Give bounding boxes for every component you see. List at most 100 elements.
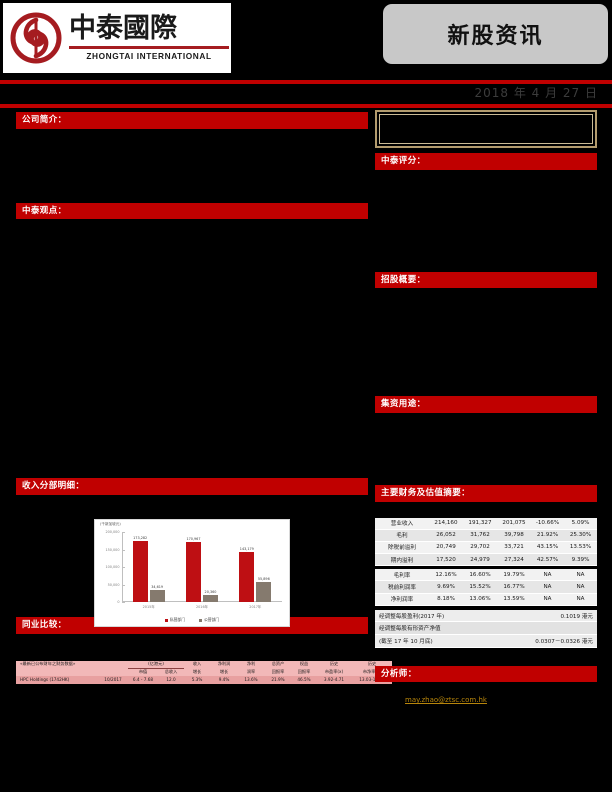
chart-y-tick: 0	[117, 600, 125, 604]
row-value: 15.52%	[463, 580, 497, 594]
chart-unit-note: (千新加坡元)	[100, 522, 121, 526]
chart-bar: 20,360	[202, 590, 218, 602]
date-band	[0, 84, 612, 104]
row-value: 39,798	[497, 529, 531, 542]
row-value: 43.15%	[531, 541, 564, 555]
chart-y-tick: 50,000	[108, 583, 125, 587]
chart-bar-group: 170,967 20,360 2016年	[175, 532, 228, 609]
peer-value: 13.03-14.72	[352, 676, 393, 684]
row-value: 8.18%	[429, 593, 463, 606]
column-subheader	[16, 668, 98, 677]
table-row: 税前利润率 9.69% 15.52% 16.77% NA NA	[375, 580, 597, 594]
column-subheader: 市净率(x)	[352, 668, 393, 677]
row-value: 5.09%	[564, 517, 597, 530]
row-value	[505, 621, 597, 635]
row-value: 16.60%	[463, 569, 497, 582]
row-value: 31,762	[463, 529, 497, 542]
row-value: 13.59%	[497, 593, 531, 606]
section-zhongtai-view-body	[16, 219, 368, 479]
row-value: 0.1019 港元	[505, 609, 597, 623]
column-subheader: 回报率	[292, 668, 317, 677]
chart-bar: 173,282	[132, 536, 148, 602]
column-header: 净利润	[210, 661, 239, 669]
table-row: 毛利 26,052 31,762 39,798 21.92% 25.30%	[375, 529, 597, 542]
chart-plot-area: 0 50,000 100,000 150,000 200,000 173,282 34,6…	[105, 530, 282, 609]
chart-x-tick-label: 2017年	[249, 605, 262, 609]
chart-bar-value-label: 55,896	[257, 577, 270, 582]
analyst-email-link[interactable]: may.zhao@ztsc.com.hk	[405, 696, 487, 705]
peer-value: 10/2017	[98, 676, 129, 684]
table-row: 毛利率 12.16% 16.60% 19.79% NA NA	[375, 569, 597, 582]
section-offering-summary-body	[375, 288, 597, 397]
row-value: 191,327	[463, 517, 497, 530]
section-financial-summary-header: 主要财务及估值摘要：	[375, 484, 597, 502]
chart-bar-value-label: 143,179	[239, 546, 254, 551]
chart-legend-swatch	[199, 618, 202, 622]
zhongtai-circle-logo-icon	[9, 11, 63, 65]
column-subheader: 市盈率(x)	[316, 668, 353, 677]
row-label: (截至 17 年 10 月底)	[375, 634, 505, 648]
chart-bar: 170,967	[185, 537, 201, 602]
row-value: 25.30%	[564, 529, 597, 542]
peer-comparison-table-wrap: «最新已公布财年之财务数据» (亿港元) 收入 净利润 净利 总资产 权益 历史 历史 市值 总收入…	[16, 661, 393, 684]
chart-bar: 143,179	[239, 547, 255, 602]
column-header: 净利	[238, 661, 265, 669]
row-label: 除税前溢利	[375, 541, 429, 555]
peer-value: 12.0	[158, 676, 185, 684]
eps-nav-table: 经调整每股盈利(2017 年) 0.1019 港元 经调整每股有形资产净值 (截至 1…	[375, 609, 597, 648]
table-row: 经调整每股有形资产净值	[375, 621, 597, 635]
table-subheader-row: 市值 总收入 增长 增长 润率 回报率 回报率 市盈率(x) 市净率(x)	[16, 668, 393, 677]
column-header: 历史	[316, 661, 353, 669]
section-use-of-proceeds-body	[375, 412, 597, 485]
analyst-spacer	[375, 648, 597, 666]
column-subheader	[98, 668, 129, 677]
peer-note: «最新已公布财年之财务数据»	[16, 661, 129, 669]
column-subheader: 市值	[128, 668, 159, 677]
section-rating-header: 中泰评分：	[375, 153, 597, 170]
section-company-profile-body	[16, 128, 368, 203]
column-header: (亿港元)	[128, 661, 185, 670]
chart-bar-value-label: 34,619	[151, 584, 164, 589]
brand-name-en: ZHONGTAI INTERNATIONAL	[69, 46, 229, 61]
peer-comparison-table: «最新已公布财年之财务数据» (亿港元) 收入 净利润 净利 总资产 权益 历史 历史 市值 总收入…	[16, 661, 393, 684]
row-label: 税前利润率	[375, 580, 429, 594]
highlight-gold-box-text	[379, 114, 593, 144]
row-value: 13.53%	[564, 541, 597, 555]
row-value: NA	[564, 569, 597, 582]
section-financial-summary-spacer	[375, 501, 597, 518]
row-value: 214,160	[429, 517, 463, 530]
table-header-row: «最新已公布财年之财务数据» (亿港元) 收入 净利润 净利 总资产 权益 历史 历史	[16, 661, 393, 670]
chart-x-tick-label: 2015年	[142, 605, 155, 609]
table-row: 净利润率 8.18% 13.06% 13.59% NA NA	[375, 593, 597, 606]
peer-value: 13.6%	[238, 676, 265, 684]
financial-ratio-table: 毛利率 12.16% 16.60% 19.79% NA NA 税前利润率 9.69% 15.52…	[375, 569, 597, 606]
row-value: 13.06%	[463, 593, 497, 606]
chart-bar: 55,896	[256, 577, 272, 602]
row-label: 期内溢利	[375, 553, 429, 567]
peer-value: 46.5%	[292, 676, 317, 684]
column-subheader: 增长	[184, 668, 211, 677]
brand-name-cn: 中泰國際	[69, 12, 177, 44]
row-label: 净利润率	[375, 593, 429, 606]
row-value: NA	[564, 593, 597, 606]
row-value: 24,979	[463, 553, 497, 567]
report-type-pill: 新股资讯	[383, 4, 608, 64]
row-value: 29,702	[463, 541, 497, 555]
chart-bar: 34,619	[149, 585, 165, 602]
chart-legend-item: 公营部门	[199, 617, 219, 623]
financial-summary-table: 营业收入 214,160 191,327 201,075 -10.66% 5.09% 毛利 2…	[375, 517, 597, 567]
row-value: NA	[531, 569, 564, 582]
column-header: 权益	[292, 661, 317, 669]
row-value: NA	[531, 593, 564, 606]
table-row: 期内溢利 17,520 24,979 27,324 42.57% 9.39%	[375, 553, 597, 567]
column-subheader: 增长	[210, 668, 239, 677]
column-header: 历史	[352, 661, 393, 669]
right-column: 中泰评分： 招股概要： 集资用途： 主要财务及估值摘要： 营业收入 214,160…	[375, 110, 597, 704]
row-value: 33,721	[497, 541, 531, 555]
row-value: NA	[564, 580, 597, 594]
chart-bar-value-label: 173,282	[133, 536, 148, 541]
row-value: -10.66%	[531, 517, 564, 530]
column-header: 收入	[184, 661, 211, 669]
chart-x-axis	[122, 601, 282, 602]
table-row: (截至 17 年 10 月底) 0.0307－0.0326 港元	[375, 634, 597, 648]
